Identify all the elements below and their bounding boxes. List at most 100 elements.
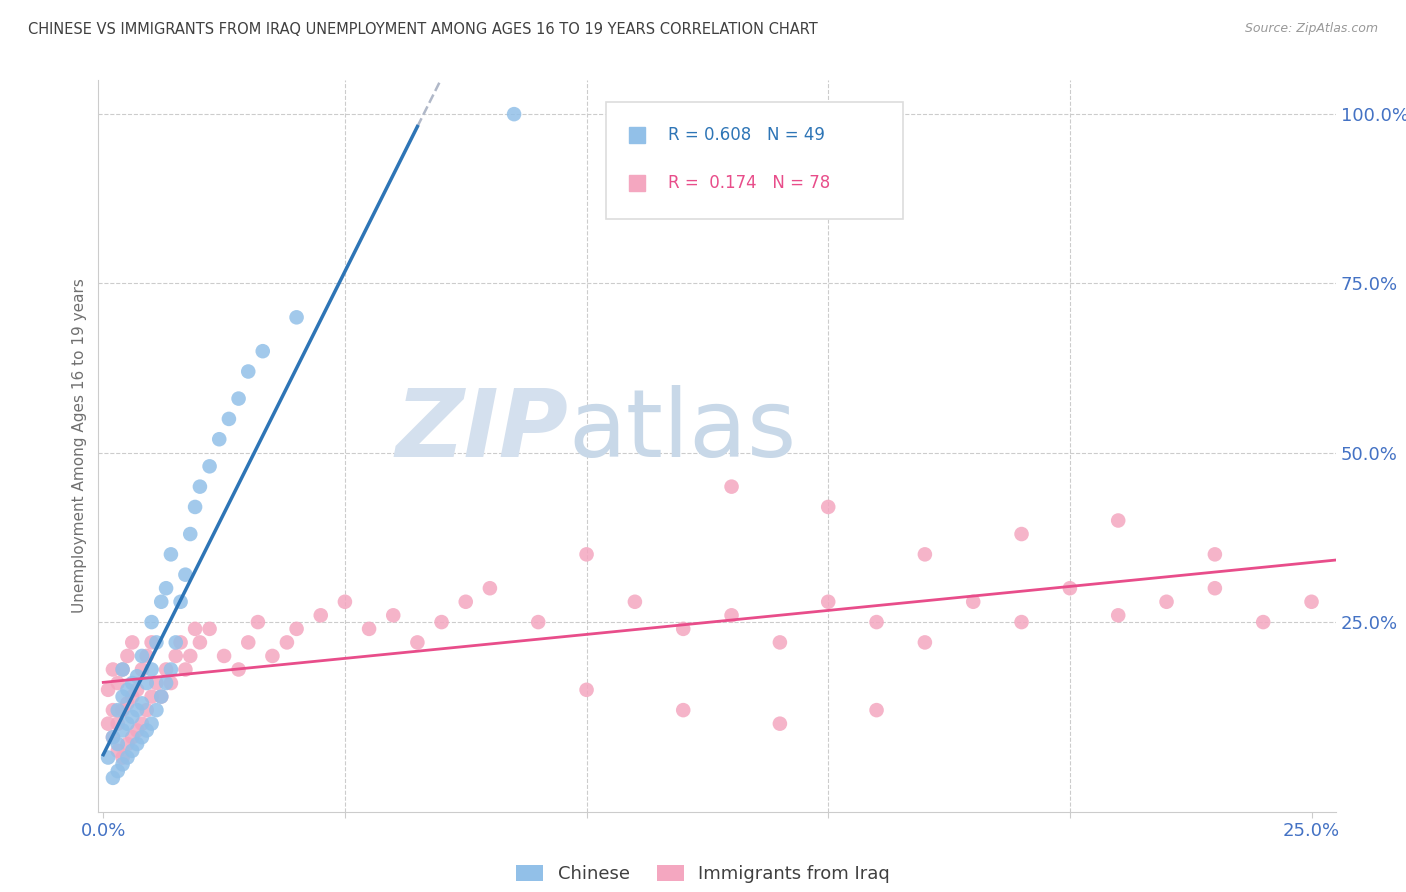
Point (127, 723, 149, 738)
Point (135, 648, 157, 663)
Point (127, 703, 149, 717)
Point (131, 648, 153, 663)
Point (962, 595, 984, 609)
Point (769, 635, 792, 649)
Point (817, 500, 839, 514)
Point (1107, 608, 1129, 623)
Point (914, 635, 936, 649)
Point (817, 595, 839, 609)
Text: atlas: atlas (568, 385, 797, 477)
Point (131, 716, 153, 731)
Point (252, 344, 274, 359)
Point (97, 716, 120, 731)
Point (575, 682, 598, 697)
Point (111, 663, 134, 677)
Point (478, 581, 501, 595)
Point (184, 500, 207, 514)
Point (720, 480, 742, 494)
Point (101, 730, 124, 744)
Point (150, 595, 173, 609)
Point (198, 622, 221, 636)
Point (155, 581, 177, 595)
Point (150, 690, 173, 704)
Point (179, 527, 201, 541)
Point (121, 690, 143, 704)
Point (135, 723, 157, 738)
Point (454, 595, 477, 609)
Point (111, 757, 134, 772)
Point (1301, 595, 1323, 609)
Point (141, 716, 163, 731)
Point (141, 690, 163, 704)
Point (246, 615, 269, 629)
Point (117, 750, 139, 764)
Point (160, 676, 183, 690)
Point (1011, 615, 1033, 629)
Point (117, 737, 139, 751)
Point (155, 676, 177, 690)
FancyBboxPatch shape (606, 103, 903, 219)
Point (117, 697, 139, 711)
Point (865, 703, 887, 717)
Point (135, 676, 157, 690)
Point (914, 547, 936, 561)
Point (624, 595, 647, 609)
Point (165, 635, 187, 649)
Point (107, 744, 129, 758)
Point (430, 615, 453, 629)
Point (141, 615, 163, 629)
Point (503, 107, 526, 121)
Point (1204, 547, 1226, 561)
Point (107, 676, 129, 690)
Text: R =  0.174   N = 78: R = 0.174 N = 78 (668, 174, 830, 192)
Text: ZIP: ZIP (395, 385, 568, 477)
Point (238, 635, 260, 649)
Point (111, 690, 134, 704)
Point (107, 737, 129, 751)
Point (121, 635, 143, 649)
Point (276, 635, 298, 649)
Point (131, 730, 153, 744)
Point (769, 716, 792, 731)
Point (111, 750, 134, 764)
Point (131, 663, 153, 677)
Point (107, 703, 129, 717)
Point (160, 663, 183, 677)
Point (141, 635, 163, 649)
Point (218, 412, 240, 426)
Point (117, 682, 139, 697)
Point (188, 480, 211, 494)
Point (111, 723, 134, 738)
Point (97, 750, 120, 764)
Point (101, 703, 124, 717)
Point (131, 697, 153, 711)
Point (111, 703, 134, 717)
Point (575, 547, 598, 561)
Point (117, 648, 139, 663)
Point (101, 771, 124, 785)
Point (672, 622, 695, 636)
Point (169, 595, 191, 609)
Text: Source: ZipAtlas.com: Source: ZipAtlas.com (1244, 22, 1378, 36)
Point (1204, 581, 1226, 595)
Point (160, 547, 183, 561)
Point (174, 567, 197, 582)
Point (1156, 595, 1178, 609)
Point (309, 608, 332, 623)
Point (101, 663, 124, 677)
Point (1107, 514, 1129, 528)
Point (865, 615, 887, 629)
Point (145, 635, 167, 649)
Point (1251, 615, 1274, 629)
Legend: Chinese, Immigrants from Iraq: Chinese, Immigrants from Iraq (516, 864, 890, 883)
Text: R = 0.608   N = 49: R = 0.608 N = 49 (668, 126, 824, 145)
Point (135, 703, 157, 717)
Point (127, 682, 149, 697)
Point (1059, 581, 1081, 595)
Point (145, 676, 167, 690)
Point (121, 676, 143, 690)
Point (208, 432, 231, 446)
Point (672, 703, 695, 717)
Point (527, 615, 550, 629)
Point (212, 648, 235, 663)
